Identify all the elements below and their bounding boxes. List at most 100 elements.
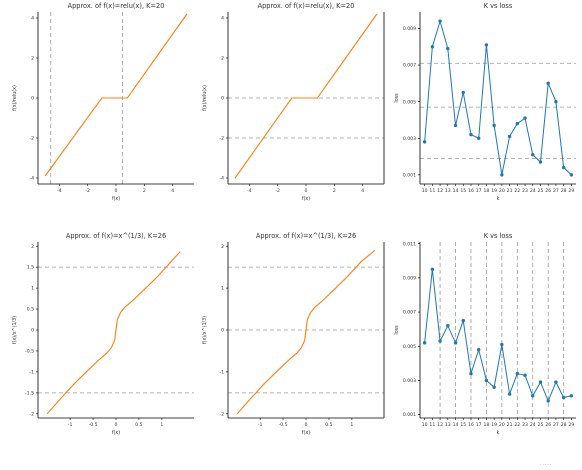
y-tick-label: -1.5 bbox=[25, 390, 34, 396]
data-point bbox=[461, 318, 465, 323]
x-axis-label: f(x) bbox=[302, 196, 310, 202]
series-line bbox=[424, 269, 572, 403]
panel-k-vs-loss-1: K vs loss k loss 10 11 12 13 14 15 16 17 18 19 20 21 22… bbox=[394, 2, 576, 202]
data-point bbox=[453, 341, 458, 345]
x-tick-label: 12 bbox=[437, 422, 443, 428]
data-point bbox=[546, 81, 550, 86]
y-tick-label: 1 bbox=[221, 286, 224, 292]
data-point bbox=[430, 267, 435, 272]
data-point bbox=[422, 341, 427, 345]
y-tick-label: -2 bbox=[219, 136, 224, 142]
data-point bbox=[484, 43, 489, 47]
x-tick-label: 22 bbox=[514, 188, 520, 194]
y-tick-label: 4 bbox=[221, 16, 224, 22]
x-tick-label: 18 bbox=[483, 422, 489, 428]
panel-relu-1: Approx. of f(x)=relu(x), K=20 f(x) f(x)/re… bbox=[12, 2, 194, 202]
x-axis-label: f(x) bbox=[112, 196, 120, 202]
x-tick-label: 22 bbox=[514, 422, 520, 428]
x-tick-label: 1 bbox=[160, 422, 163, 428]
chart-title: Approx. of f(x)=relu(x), K=20 bbox=[68, 2, 165, 10]
data-point bbox=[500, 173, 504, 177]
data-point bbox=[515, 371, 520, 376]
data-point bbox=[492, 385, 496, 389]
x-tick-label: 20 bbox=[499, 188, 505, 194]
y-tick-label: -2 bbox=[29, 411, 34, 417]
y-tick-label: 0.001 bbox=[403, 412, 416, 418]
x-tick-label: 17 bbox=[476, 188, 482, 194]
x-axis-label: f(x) bbox=[112, 430, 120, 436]
chart-title: Approx. of f(x)=x^(1/3), K=26 bbox=[66, 232, 166, 240]
y-tick-label: 4 bbox=[31, 16, 34, 22]
data-point bbox=[492, 123, 496, 128]
chart-title: K vs loss bbox=[484, 232, 513, 240]
data-point bbox=[446, 324, 450, 328]
y-tick-label: 0.009 bbox=[403, 275, 416, 281]
x-tick-label: 29 bbox=[568, 188, 574, 194]
chart-title: Approx. of f(x)=relu(x), K=20 bbox=[258, 2, 355, 10]
data-point bbox=[561, 395, 566, 400]
x-tick-label: 25 bbox=[538, 422, 544, 428]
chart-title: Approx. of f(x)=x^(1/3), K=26 bbox=[256, 232, 356, 240]
y-tick-label: 0.001 bbox=[403, 172, 416, 178]
x-tick-label: 11 bbox=[429, 422, 435, 428]
corner-watermark: · · · · · bbox=[540, 462, 551, 467]
x-tick-label: 11 bbox=[429, 188, 435, 194]
y-tick-label: 0.007 bbox=[403, 63, 416, 69]
data-point bbox=[507, 134, 512, 139]
panel-relu-2: Approx. of f(x)=relu(x), K=20 f(x) f(x)/re… bbox=[202, 2, 385, 202]
data-point bbox=[438, 339, 442, 343]
x-tick-label: 16 bbox=[468, 422, 474, 428]
data-point bbox=[554, 380, 558, 384]
x-tick-label: 17 bbox=[476, 422, 482, 428]
x-tick-label: 0 bbox=[115, 422, 118, 428]
y-tick-label: 0.005 bbox=[403, 99, 416, 105]
x-tick-label: 0 bbox=[305, 188, 308, 194]
y-tick-label: -1 bbox=[29, 370, 34, 376]
x-tick-label: 24 bbox=[530, 188, 536, 194]
y-tick-label: 2 bbox=[31, 244, 34, 250]
y-axis-label: f(x)/relu(x) bbox=[202, 85, 208, 111]
series-line bbox=[236, 249, 376, 415]
x-tick-label: 0.5 bbox=[135, 422, 142, 428]
y-tick-label: 0.005 bbox=[403, 344, 416, 350]
y-tick-label: 0.003 bbox=[403, 136, 416, 142]
x-axis-label: k bbox=[497, 430, 500, 436]
data-point bbox=[476, 136, 481, 140]
x-tick-label: 28 bbox=[561, 422, 567, 428]
x-tick-label: 14 bbox=[453, 188, 459, 194]
series-line bbox=[234, 13, 378, 179]
y-tick-label: 2 bbox=[221, 244, 224, 250]
x-tick-label: 2 bbox=[143, 188, 146, 194]
data-point bbox=[453, 123, 458, 128]
data-point bbox=[461, 90, 465, 95]
y-tick-label: -4 bbox=[219, 176, 224, 182]
y-tick-label: 0.009 bbox=[403, 26, 416, 32]
data-point bbox=[523, 373, 527, 377]
x-tick-label: -0.5 bbox=[89, 422, 98, 428]
x-tick-label: 10 bbox=[422, 422, 428, 428]
x-tick-label: -4 bbox=[57, 188, 62, 194]
chart-title: K vs loss bbox=[484, 2, 513, 10]
data-point bbox=[422, 140, 427, 144]
data-point bbox=[507, 392, 512, 396]
y-axis-label: f(x)/relu(x) bbox=[12, 85, 18, 111]
data-point bbox=[446, 46, 450, 51]
data-point bbox=[546, 399, 550, 403]
x-tick-label: 13 bbox=[445, 422, 451, 428]
y-axis-label: loss bbox=[394, 93, 400, 103]
y-tick-label: 0.011 bbox=[403, 241, 416, 247]
x-axis-label: k bbox=[497, 196, 500, 202]
x-tick-label: -4 bbox=[247, 188, 252, 194]
x-tick-label: 21 bbox=[507, 422, 513, 428]
y-tick-label: -1 bbox=[219, 370, 224, 376]
x-tick-label: 13 bbox=[445, 188, 451, 194]
data-point bbox=[554, 99, 558, 104]
x-tick-label: 28 bbox=[561, 188, 567, 194]
x-tick-label: 23 bbox=[522, 188, 528, 194]
data-point bbox=[531, 394, 535, 398]
y-tick-label: -2 bbox=[29, 136, 34, 142]
x-tick-label: -1 bbox=[258, 422, 263, 428]
x-tick-label: 26 bbox=[545, 188, 551, 194]
y-tick-label: 2 bbox=[221, 56, 224, 62]
x-tick-label: 10 bbox=[422, 188, 428, 194]
